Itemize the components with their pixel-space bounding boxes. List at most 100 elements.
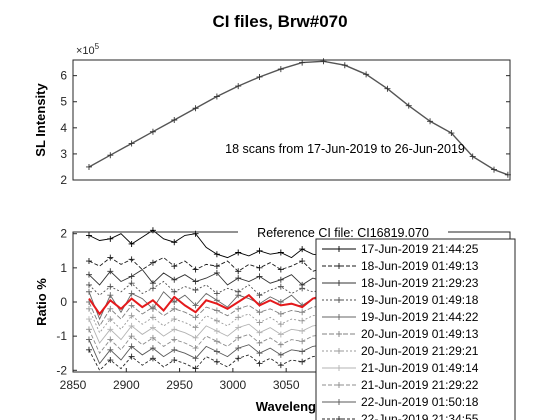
legend-box bbox=[315, 238, 516, 420]
ratio-data-point bbox=[149, 355, 156, 362]
ratio-data-point bbox=[235, 324, 242, 331]
legend-entry-label: 21-Jun-2019 21:29:22 bbox=[361, 378, 479, 392]
ratio-data-point bbox=[277, 283, 284, 290]
ratio-data-point bbox=[171, 316, 178, 323]
ratio-data-point bbox=[192, 355, 199, 362]
ratio-data-point bbox=[235, 292, 242, 299]
ratio-data-point bbox=[128, 290, 135, 297]
legend-marker bbox=[336, 280, 342, 286]
ratio-data-point bbox=[107, 268, 114, 275]
top-data-point bbox=[171, 117, 178, 123]
ratio-data-point bbox=[277, 310, 284, 317]
ratio-data-point bbox=[213, 317, 220, 324]
bottom-x-tick-label: 3050 bbox=[273, 378, 300, 392]
ratio-data-point bbox=[192, 334, 199, 341]
ratio-data-point bbox=[213, 307, 220, 314]
ratio-data-point bbox=[213, 338, 220, 345]
bottom-x-tick-label: 2900 bbox=[113, 378, 140, 392]
ratio-data-point bbox=[256, 350, 263, 357]
ratio-data-point bbox=[149, 314, 156, 321]
ratio-data-point bbox=[299, 246, 306, 253]
ratio-data-point bbox=[128, 256, 135, 263]
ratio-data-point bbox=[192, 365, 199, 372]
bottom-y-ticks: -2 -1 0 1 2 bbox=[56, 227, 77, 377]
ratio-data-point bbox=[192, 266, 199, 273]
ratio-data-point bbox=[107, 336, 114, 343]
ratio-data-point bbox=[192, 324, 199, 331]
ratio-data-point bbox=[256, 339, 263, 346]
legend-entry-label: 22-Jun-2019 21:34:55 bbox=[361, 412, 479, 420]
ratio-data-point bbox=[85, 271, 92, 278]
ratio-data-point bbox=[107, 326, 114, 333]
top-data-point bbox=[491, 166, 498, 173]
legend-entry-label: 21-Jun-2019 01:49:14 bbox=[361, 361, 479, 375]
ratio-data-point bbox=[149, 259, 156, 266]
ratio-data-point bbox=[299, 285, 306, 292]
legend-entry-label: 20-Jun-2019 01:49:13 bbox=[361, 327, 479, 341]
bottom-y-tick-label: 2 bbox=[60, 227, 67, 241]
ratio-data-point bbox=[235, 314, 242, 321]
bottom-y-axis-label: Ratio % bbox=[34, 278, 49, 326]
legend-marker bbox=[336, 365, 342, 371]
ratio-data-point bbox=[171, 299, 178, 305]
ratio-data-point bbox=[85, 281, 92, 288]
top-data-point bbox=[235, 83, 242, 90]
ratio-data-point bbox=[107, 254, 114, 261]
top-y-tick-label: 4 bbox=[60, 121, 67, 135]
ratio-data-point bbox=[171, 263, 178, 270]
ratio-data-point bbox=[107, 235, 114, 242]
top-data-point bbox=[384, 85, 391, 92]
ratio-data-point bbox=[299, 358, 306, 365]
bottom-x-axis-label: Wavelength bbox=[256, 399, 329, 414]
ratio-data-point bbox=[128, 312, 135, 319]
ratio-data-point bbox=[85, 232, 92, 239]
ratio-data-point bbox=[213, 269, 220, 276]
ratio-data-point bbox=[128, 353, 135, 360]
top-data-point bbox=[448, 130, 455, 137]
top-data-point bbox=[363, 71, 370, 78]
ratio-data-point bbox=[149, 280, 156, 287]
ratio-data-point bbox=[277, 321, 284, 328]
ratio-data-point bbox=[213, 290, 220, 297]
ratio-data-point bbox=[85, 326, 92, 333]
ratio-data-point bbox=[85, 258, 92, 265]
ratio-data-point bbox=[85, 346, 92, 353]
sl-intensity-plot: 2 3 4 5 6 ×105 18 scans from 17-Jun-2019 to … bbox=[33, 42, 511, 187]
ratio-data-point bbox=[128, 240, 135, 247]
bottom-x-tick-label: 2950 bbox=[166, 378, 193, 392]
top-axes-box bbox=[72, 59, 511, 181]
ratio-data-point bbox=[277, 362, 284, 369]
reference-annotation: Reference CI file: CI16819.070 bbox=[257, 226, 429, 240]
annotation-backdrop bbox=[238, 225, 448, 240]
ratio-data-point bbox=[277, 299, 284, 305]
ratio-data-point bbox=[128, 302, 135, 309]
ratio-data-point bbox=[235, 305, 242, 312]
ratio-data-point bbox=[299, 328, 306, 335]
ratio-data-point bbox=[85, 336, 92, 343]
ratio-data-point bbox=[277, 351, 284, 358]
ratio-data-point bbox=[192, 345, 199, 352]
top-data-point bbox=[213, 93, 220, 100]
legend-entry-label: 18-Jun-2019 01:49:13 bbox=[361, 259, 479, 273]
figure-title: CI files, Brw#070 bbox=[212, 12, 347, 31]
ratio-data-point bbox=[235, 334, 242, 341]
ratio-data-point bbox=[277, 331, 284, 338]
ratio-data-point bbox=[256, 273, 263, 280]
top-data-point bbox=[277, 66, 284, 73]
ratio-data-point bbox=[213, 328, 220, 335]
ratio-data-point bbox=[277, 266, 284, 273]
ratio-data-point bbox=[128, 280, 135, 287]
legend-marker bbox=[336, 331, 342, 337]
ratio-data-point bbox=[256, 247, 263, 254]
ratio-data-point bbox=[213, 358, 220, 365]
ratio-data-point bbox=[277, 276, 284, 283]
ratio-data-point bbox=[256, 292, 263, 299]
ratio-data-point bbox=[299, 309, 306, 316]
legend-items: 17-Jun-2019 21:44:25 18-Jun-2019 01:49:13… bbox=[322, 242, 479, 420]
ratio-data-point bbox=[85, 316, 92, 323]
top-data-point bbox=[85, 163, 92, 170]
ratio-data-point bbox=[256, 360, 263, 367]
ratio-data-point bbox=[256, 329, 263, 336]
ratio-data-point bbox=[192, 278, 199, 285]
